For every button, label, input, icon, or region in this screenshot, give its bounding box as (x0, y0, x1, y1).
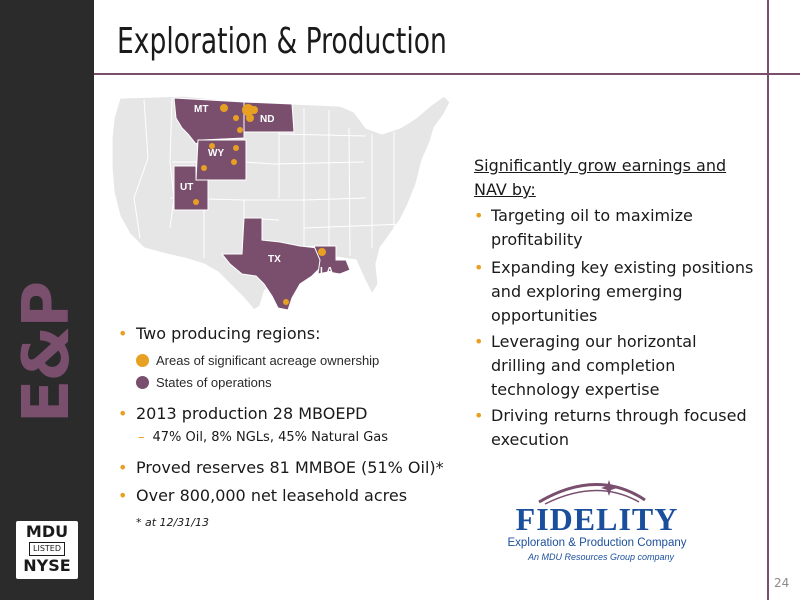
bullet-text: 2013 production 28 MBOEPD (136, 404, 368, 423)
acreage-dot (231, 159, 237, 165)
map-label-la: LA (320, 266, 333, 277)
section-label: E&P (10, 282, 84, 424)
logo-subtitle: Exploration & Production Company (508, 537, 687, 549)
sidebar: E&P MDU LISTED NYSE (0, 0, 94, 600)
map-label-wy: WY (208, 148, 224, 159)
right-bullet-1: • Targeting oil to maximize profitabilit… (474, 204, 756, 252)
bullet-dot: • (474, 332, 484, 351)
acreage-dot (283, 299, 289, 305)
page-title: Exploration & Production (117, 21, 447, 62)
acreage-dot (201, 165, 207, 171)
right-heading: Significantly grow earnings and NAV by: (474, 156, 727, 199)
logo-tagline: An MDU Resources Group company (527, 552, 675, 562)
logo-listed-text: LISTED (29, 542, 65, 556)
acreage-dots (193, 104, 326, 305)
bullet-production: • 2013 production 28 MBOEPD (118, 402, 448, 426)
logo-nyse-text: NYSE (23, 556, 71, 575)
legend-states: States of operations (136, 374, 272, 392)
nyse-listed-logo: MDU LISTED NYSE (16, 521, 78, 579)
legend-states-label: States of operations (156, 375, 272, 390)
acreage-dot (209, 143, 215, 149)
sub-bullet-text: 47% Oil, 8% NGLs, 45% Natural Gas (152, 430, 389, 445)
page-number: 24 (774, 576, 790, 590)
map-label-ut: UT (180, 182, 193, 193)
right-bullet-2: • Expanding key existing positions and e… (474, 256, 756, 328)
acreage-dot (233, 145, 239, 151)
bullet-two-regions: • Two producing regions: (118, 322, 418, 346)
logo-arc-icon (538, 483, 646, 504)
bullet-text: Targeting oil to maximize profitability (491, 206, 693, 249)
bullet-dot: • (118, 458, 128, 477)
acreage-dot (233, 115, 239, 121)
footnote: * at 12/31/13 (136, 516, 209, 529)
right-bullet-3: • Leveraging our horizontal drilling and… (474, 330, 756, 402)
legend-acreage-swatch (136, 354, 149, 367)
sub-bullet-mix: –47% Oil, 8% NGLs, 45% Natural Gas (138, 428, 458, 448)
bullet-text: Leveraging our horizontal drilling and c… (491, 332, 697, 399)
map-label-mt: MT (194, 104, 208, 115)
state-ut (173, 165, 209, 211)
state-wy (195, 139, 247, 181)
bullet-dot: • (118, 404, 128, 423)
bullet-text: Over 800,000 net leasehold acres (136, 486, 408, 505)
us-outline (111, 95, 451, 311)
legend-acreage: Areas of significant acreage ownership (136, 352, 379, 370)
bullet-dot: • (474, 258, 484, 277)
acreage-dot (193, 199, 199, 205)
bullet-dot: • (118, 486, 128, 505)
map-label-nd: ND (260, 114, 274, 125)
acreage-dot (250, 106, 258, 114)
bullet-acres: • Over 800,000 net leasehold acres (118, 484, 468, 508)
acreage-dot (220, 104, 228, 112)
bullet-text: Expanding key existing positions and exp… (491, 258, 754, 325)
state-tx (220, 217, 323, 311)
acreage-dot (237, 127, 243, 133)
bullet-dot: • (474, 206, 484, 225)
map-label-tx: TX (268, 254, 281, 265)
sub-bullet-dash: – (138, 430, 145, 445)
acreage-dot (242, 104, 254, 116)
bullet-text: Proved reserves 81 MMBOE (51% Oil)* (136, 458, 444, 477)
bullet-text: Driving returns through focused executio… (491, 406, 747, 449)
bullet-dot: • (474, 406, 484, 425)
bullet-dot: • (118, 324, 128, 343)
bullet-reserves: • Proved reserves 81 MMBOE (51% Oil)* (118, 456, 468, 480)
legend-acreage-label: Areas of significant acreage ownership (156, 353, 380, 368)
logo-mdu-text: MDU (25, 522, 69, 541)
fidelity-logo: FIDELITY Exploration & Production Compan… (508, 480, 687, 562)
acreage-dot (246, 114, 254, 122)
right-divider (767, 0, 769, 600)
legend-states-swatch (136, 376, 149, 389)
logo-star-icon (601, 480, 617, 496)
acreage-dot (318, 248, 326, 256)
us-operations-map: MT ND WY UT TX LA (111, 95, 451, 311)
logo-name: FIDELITY (516, 501, 679, 537)
title-underline (94, 73, 800, 75)
right-bullet-4: • Driving returns through focused execut… (474, 404, 756, 452)
bullet-text: Two producing regions: (136, 324, 321, 343)
